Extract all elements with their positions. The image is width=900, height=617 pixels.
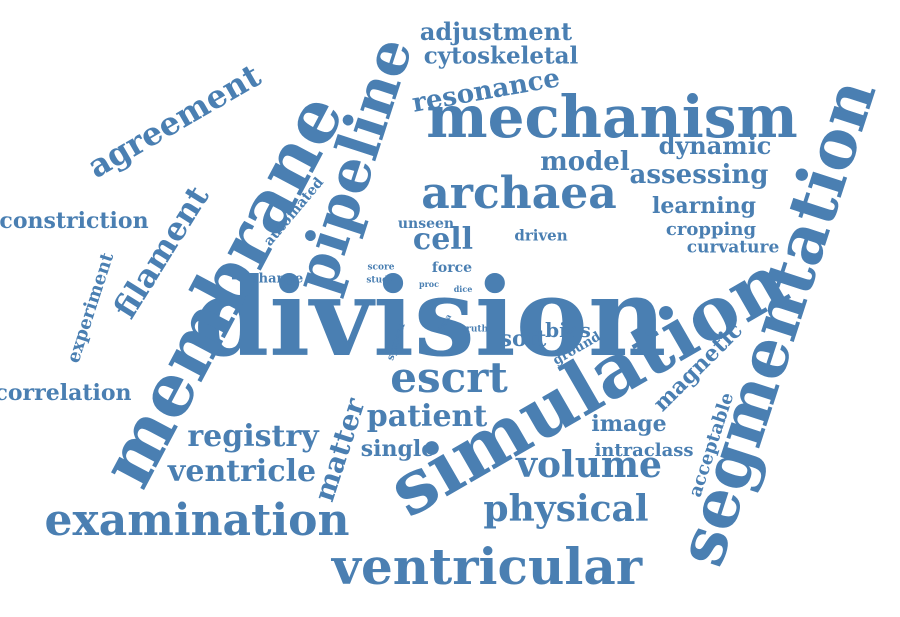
- word-registry: registry: [187, 419, 319, 454]
- word-escrt: escrt: [390, 353, 508, 402]
- word-study: study: [366, 275, 394, 286]
- word-change: change: [250, 271, 304, 287]
- word-model: model: [540, 147, 630, 177]
- word-score: score: [367, 262, 395, 273]
- word-dynamic: dynamic: [658, 131, 772, 160]
- word-assessing: assessing: [629, 160, 769, 190]
- word-experiment: experiment: [62, 250, 119, 366]
- word-correlation: correlation: [0, 380, 132, 406]
- word-intraclass: intraclass: [594, 440, 694, 461]
- word-ventricle: ventricle: [167, 454, 317, 489]
- word-cytoskeletal: cytoskeletal: [423, 42, 579, 70]
- word-cropping: cropping: [665, 219, 757, 240]
- word-physical: physical: [483, 488, 649, 530]
- word-constriction: constriction: [0, 208, 149, 234]
- word-ventricular: ventricular: [331, 537, 643, 596]
- word-bias: bias: [545, 318, 591, 342]
- word-archaea: archaea: [421, 168, 617, 219]
- word-division: division: [193, 255, 667, 381]
- word-proc: proc: [418, 279, 440, 289]
- word-curvature: curvature: [686, 237, 780, 258]
- word-mechanism: mechanism: [426, 83, 798, 151]
- word-volume: volume: [516, 444, 662, 486]
- word-single: single: [360, 436, 436, 462]
- word-unseen: unseen: [397, 216, 455, 232]
- word-dice: dice: [453, 284, 473, 294]
- word-adjustment: adjustment: [419, 17, 573, 46]
- word-agreement: agreement: [80, 56, 268, 186]
- word-learning: learning: [652, 193, 756, 219]
- word-force: force: [431, 260, 473, 276]
- word-soft: soft: [499, 326, 547, 352]
- word-patient: patient: [366, 399, 488, 434]
- word-driven: driven: [514, 226, 568, 245]
- word-examination: examination: [44, 495, 350, 546]
- word-cell: cell: [412, 222, 474, 257]
- word-image: image: [591, 411, 667, 437]
- word-truth: truth: [461, 324, 489, 335]
